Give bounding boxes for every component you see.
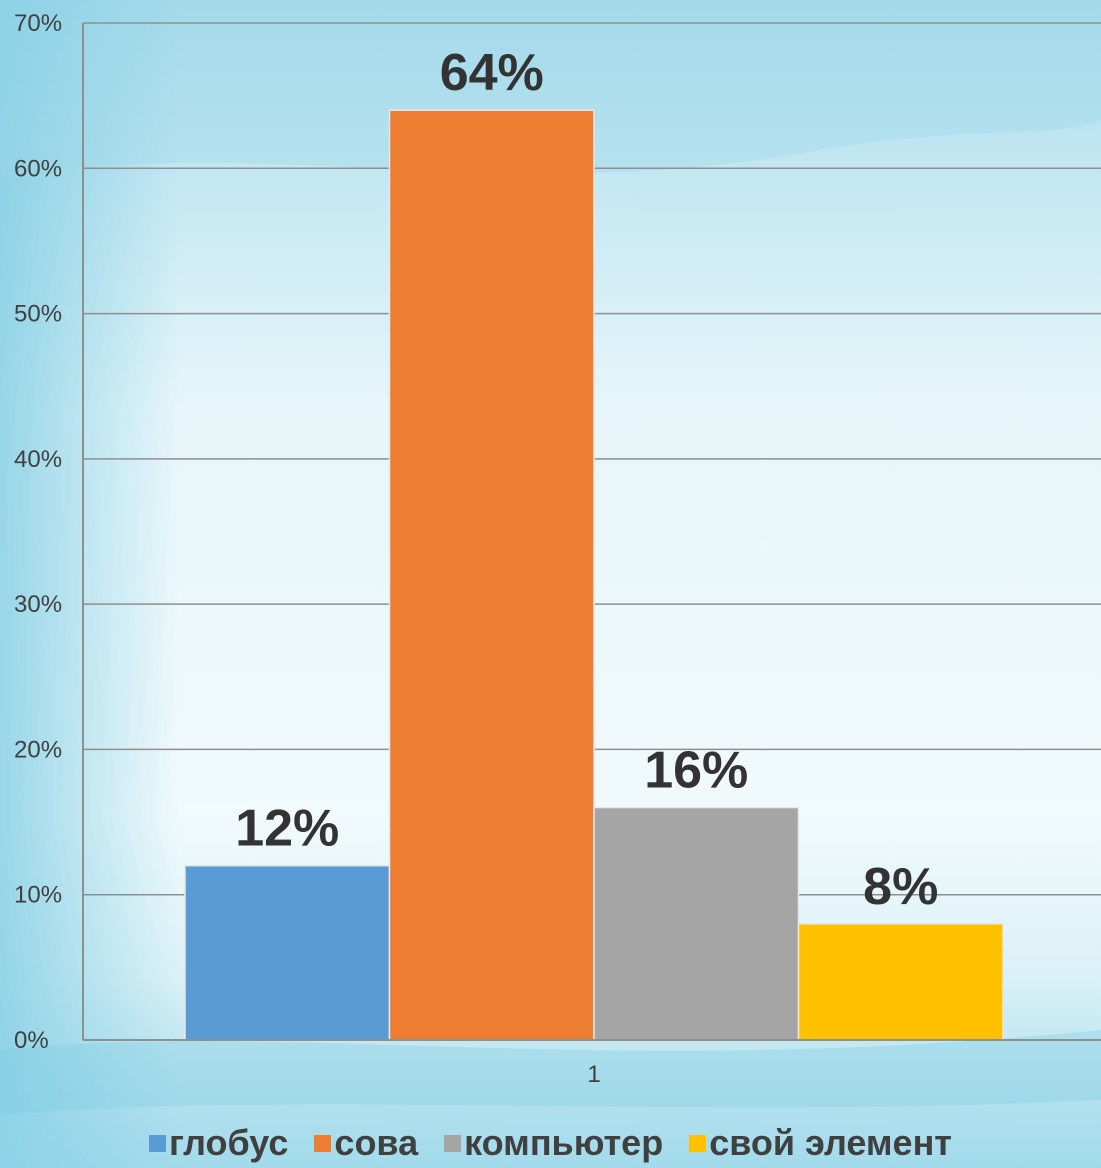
legend-item: сова	[314, 1122, 418, 1164]
legend-item: компьютер	[444, 1122, 663, 1164]
legend-item: свой элемент	[689, 1122, 952, 1164]
x-category-label: 1	[587, 1061, 600, 1088]
data-label: 64%	[440, 44, 544, 102]
x-axis-category-labels: 1	[587, 1061, 600, 1088]
y-tick-label: 30%	[14, 591, 62, 618]
data-labels: 12% 64% 16% 8%	[235, 44, 938, 916]
y-tick-label: 40%	[14, 446, 62, 473]
data-label: 8%	[863, 858, 938, 916]
legend-item: глобус	[149, 1122, 288, 1164]
bar-4	[797, 923, 1004, 1041]
bar-1	[184, 864, 391, 1041]
y-tick-label: 20%	[14, 736, 62, 763]
legend-label: свой элемент	[709, 1122, 952, 1163]
legend-swatch	[689, 1134, 707, 1152]
data-label: 16%	[644, 742, 748, 800]
bar-3	[593, 806, 800, 1041]
y-tick-label: 60%	[14, 155, 62, 182]
legend-label: глобус	[169, 1122, 289, 1163]
y-tick-label: 70%	[14, 10, 62, 37]
legend: глобус сова компьютер свой элемент	[0, 1120, 1101, 1166]
legend-swatch	[444, 1134, 462, 1152]
data-label: 12%	[235, 800, 339, 858]
legend-label: компьютер	[464, 1122, 664, 1163]
bar-2	[388, 109, 595, 1041]
legend-swatch	[314, 1134, 332, 1152]
y-tick-label: 50%	[14, 301, 62, 328]
legend-label: сова	[334, 1122, 419, 1163]
legend-swatch	[149, 1134, 167, 1152]
y-axis-tick-labels: 0% 10% 20% 30% 40% 50% 60% 70%	[14, 10, 62, 1054]
bars	[184, 109, 1004, 1041]
y-tick-label: 0%	[14, 1027, 49, 1054]
y-tick-label: 10%	[14, 882, 62, 909]
